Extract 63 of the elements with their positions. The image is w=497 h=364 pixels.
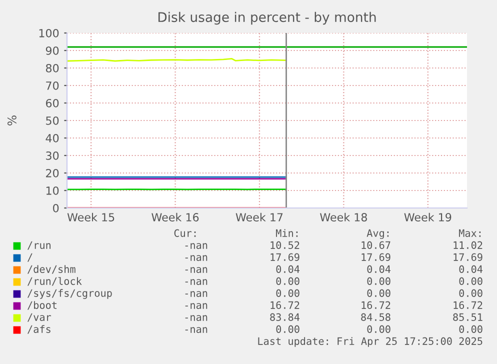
text: 10.67 (362, 241, 390, 249)
text: 17.69 (454, 253, 482, 261)
chart-title: Disk usage in percent - by month (158, 12, 376, 25)
text: 0.00 (276, 289, 300, 297)
y-tick-label: 10 (46, 186, 59, 195)
text: 0.00 (367, 325, 390, 333)
text: 16.72 (454, 301, 482, 309)
text: 17.69 (270, 253, 300, 261)
text: 0.04 (276, 265, 300, 273)
y-tick-label: 20 (46, 168, 59, 178)
text: 0.00 (367, 277, 390, 285)
text: -nan (185, 243, 208, 249)
legend-label: /run (28, 241, 51, 250)
text: 10.52 (270, 241, 300, 249)
text: -nan (185, 255, 208, 261)
x-tick-label: Week 15 (67, 212, 114, 222)
text: -nan (185, 327, 208, 333)
text: 85.51 (453, 313, 482, 321)
y-tick-label: 0 (53, 204, 59, 212)
y-tick-label: 40 (46, 134, 59, 142)
text: Last update: Fri Apr 25 17:25:00 2025 (258, 337, 482, 347)
text: 0.00 (276, 325, 300, 333)
y-tick-label: 50 (46, 116, 59, 125)
text: -nan (185, 303, 208, 309)
text: 83.84 (270, 313, 300, 321)
text: Max: (459, 229, 481, 237)
legend-label: /afs (28, 325, 50, 334)
text: 16.72 (362, 301, 390, 309)
text: 16.72 (270, 301, 300, 309)
text: -nan (185, 291, 208, 297)
legend-label: /sys/fs/cgroup (28, 289, 112, 299)
text: -nan (185, 315, 208, 321)
y-tick-label: 30 (46, 151, 59, 160)
text: 0.00 (367, 289, 390, 297)
y-tick-label: 90 (46, 46, 59, 55)
text: 0.00 (459, 277, 482, 285)
legend-label: / (28, 253, 32, 262)
legend-label: /dev/shm (28, 265, 76, 274)
text: 0.04 (367, 265, 391, 273)
y-tick-label: 80 (46, 64, 59, 72)
legend-label: /var (28, 313, 52, 322)
y-axis-title: % (7, 116, 16, 126)
text: 0.04 (459, 265, 483, 273)
x-tick-label: Week 19 (404, 212, 452, 222)
text: Cur: (174, 229, 196, 237)
text: 84.58 (361, 313, 390, 321)
text: 17.69 (362, 253, 390, 261)
y-tick-label: 60 (46, 98, 59, 108)
x-tick-label: Week 18 (320, 212, 367, 222)
x-tick-label: Week 16 (152, 212, 199, 222)
y-tick-label: 70 (46, 81, 59, 90)
text: -nan (185, 267, 208, 273)
x-tick-label: Week 17 (236, 212, 283, 222)
text: Min: (276, 229, 298, 237)
legend-label: /run/lock (28, 277, 82, 286)
text: 11.02 (454, 241, 482, 249)
text: Avg: (366, 229, 389, 239)
text: 0.00 (459, 289, 482, 297)
text: -nan (185, 279, 208, 285)
text: 0.00 (276, 277, 300, 285)
text: 0.00 (459, 325, 482, 333)
legend-label: /boot (28, 301, 57, 310)
y-tick-label: 100 (39, 28, 59, 38)
